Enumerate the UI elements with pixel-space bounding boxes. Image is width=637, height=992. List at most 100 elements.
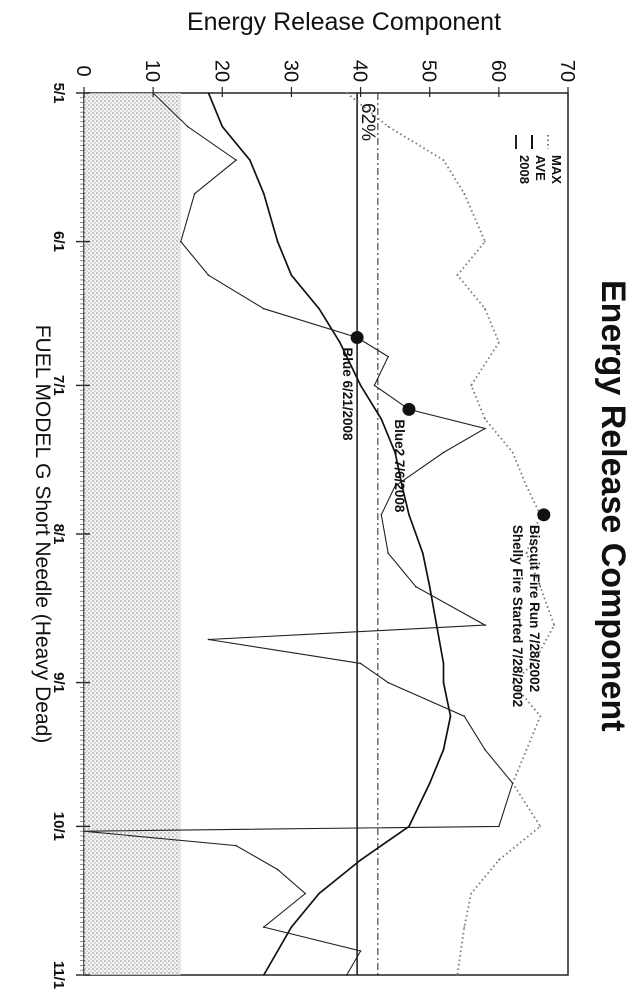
series-point-ave bbox=[449, 715, 452, 717]
annotation-label: Shelly Fire Started 7/28/2002 bbox=[510, 525, 525, 707]
series-point-ave bbox=[442, 681, 445, 684]
series-point-2008 bbox=[373, 384, 376, 387]
annotation-label: Blue2 7/6/2008 bbox=[392, 419, 407, 513]
series-point-ave bbox=[339, 341, 341, 344]
date-tick-label: 5/1 bbox=[50, 83, 67, 104]
date-tick-label: 6/1 bbox=[50, 231, 67, 252]
series-point-2008 bbox=[387, 681, 390, 684]
x-axis-label: FUEL MODEL G Short Needle (Heavy Dead) bbox=[31, 325, 54, 744]
series-point-ave bbox=[428, 585, 431, 588]
series-line-ave bbox=[207, 92, 452, 976]
series-point-2008 bbox=[387, 552, 390, 554]
series-line-2008 bbox=[83, 92, 514, 976]
axis-ticks: 0 10 20 30 40 50 60 70 5/1 6/1 7/1 8/1 9/1 10/1 11/1 bbox=[50, 60, 578, 989]
percentile-band-fill bbox=[84, 93, 181, 975]
series-point-2008 bbox=[387, 355, 390, 358]
reference-line-label: 62% bbox=[357, 103, 378, 141]
value-tick-label: 40 bbox=[349, 60, 371, 82]
value-tick-label: 70 bbox=[556, 60, 578, 82]
series-point-ave bbox=[359, 384, 362, 387]
series-point-2008 bbox=[235, 159, 237, 161]
legend-label-max: MAX bbox=[549, 155, 564, 184]
series-point-2008 bbox=[511, 782, 514, 785]
series-point-ave bbox=[359, 859, 362, 861]
series-point-ave bbox=[207, 92, 210, 94]
series-point-ave bbox=[318, 892, 320, 895]
series-point-2008 bbox=[186, 125, 189, 128]
legend-label-ave: AVE bbox=[533, 155, 548, 181]
value-tick-label: 50 bbox=[418, 60, 440, 82]
series-point-2008 bbox=[345, 974, 348, 976]
series-point-2008 bbox=[83, 830, 85, 832]
series-point-ave bbox=[408, 514, 410, 516]
series-point-2008 bbox=[484, 427, 486, 430]
series-point-2008 bbox=[276, 868, 279, 871]
series-point-ave bbox=[290, 274, 293, 276]
annotation-marker bbox=[402, 402, 416, 416]
series-point-max bbox=[463, 192, 466, 195]
series-point-ave bbox=[262, 192, 265, 195]
series-point-ave bbox=[401, 485, 403, 487]
chart-title: Energy Release Component bbox=[187, 8, 501, 36]
series-point-max bbox=[484, 307, 486, 310]
series-point-ave bbox=[221, 125, 224, 128]
series-point-2008 bbox=[152, 92, 154, 94]
series-point-max bbox=[532, 662, 535, 665]
annotation-label: Biscuit Fire Run 7/28/2002 bbox=[527, 525, 542, 692]
date-tick-label: 10/1 bbox=[50, 812, 67, 841]
series-point-max bbox=[511, 451, 514, 454]
series-point-2008 bbox=[207, 638, 210, 641]
series-point-2008 bbox=[235, 844, 237, 847]
chart-title-clipped: Energy Release Component bbox=[594, 280, 632, 732]
value-tick-label: 20 bbox=[210, 60, 232, 82]
value-tick-label: 10 bbox=[141, 60, 163, 82]
value-tick-label: 0 bbox=[72, 65, 94, 76]
series-point-2008 bbox=[463, 715, 466, 717]
percentile-band bbox=[84, 93, 181, 975]
series-point-max bbox=[498, 859, 500, 861]
series-point-max bbox=[539, 715, 542, 717]
series-point-max bbox=[345, 92, 348, 94]
series-point-max bbox=[539, 825, 542, 828]
annotation-marker bbox=[537, 508, 551, 522]
series-point-max bbox=[456, 274, 459, 276]
series-point-max bbox=[470, 384, 473, 387]
series-line-max bbox=[346, 92, 556, 976]
series-point-2008 bbox=[193, 192, 196, 195]
series-point-2008 bbox=[442, 451, 445, 454]
series-point-ave bbox=[422, 552, 424, 554]
series-point-ave bbox=[276, 240, 279, 243]
date-tick-label: 7/1 bbox=[50, 375, 67, 396]
series-point-ave bbox=[249, 159, 251, 161]
series-point-2008 bbox=[304, 892, 307, 895]
legend-label-2008: 2008 bbox=[517, 155, 532, 184]
series-point-2008 bbox=[394, 485, 396, 487]
series-point-max bbox=[484, 240, 486, 243]
series-point-2008 bbox=[262, 307, 265, 310]
series-point-ave bbox=[428, 782, 431, 785]
reference-lines: 62% bbox=[356, 93, 379, 975]
series-point-2008 bbox=[484, 624, 486, 626]
date-tick-label: 9/1 bbox=[50, 672, 67, 693]
series-point-max bbox=[511, 681, 514, 684]
series-point-max bbox=[525, 552, 528, 554]
series-point-ave bbox=[435, 624, 438, 626]
series-point-2008 bbox=[359, 950, 362, 952]
series-point-max bbox=[525, 748, 528, 751]
series-point-2008 bbox=[359, 662, 362, 665]
series-point-max bbox=[484, 418, 486, 420]
series-lines bbox=[83, 92, 556, 976]
series-point-ave bbox=[442, 662, 445, 665]
series-point-ave bbox=[318, 307, 320, 310]
date-tick-label: 8/1 bbox=[50, 524, 67, 545]
series-point-2008 bbox=[180, 240, 182, 243]
series-point-max bbox=[442, 159, 445, 161]
series-point-ave bbox=[290, 926, 293, 928]
value-tick-label: 30 bbox=[279, 60, 301, 82]
series-point-ave bbox=[394, 451, 396, 454]
series-point-2008 bbox=[415, 585, 417, 588]
value-tick-label: 60 bbox=[487, 60, 509, 82]
